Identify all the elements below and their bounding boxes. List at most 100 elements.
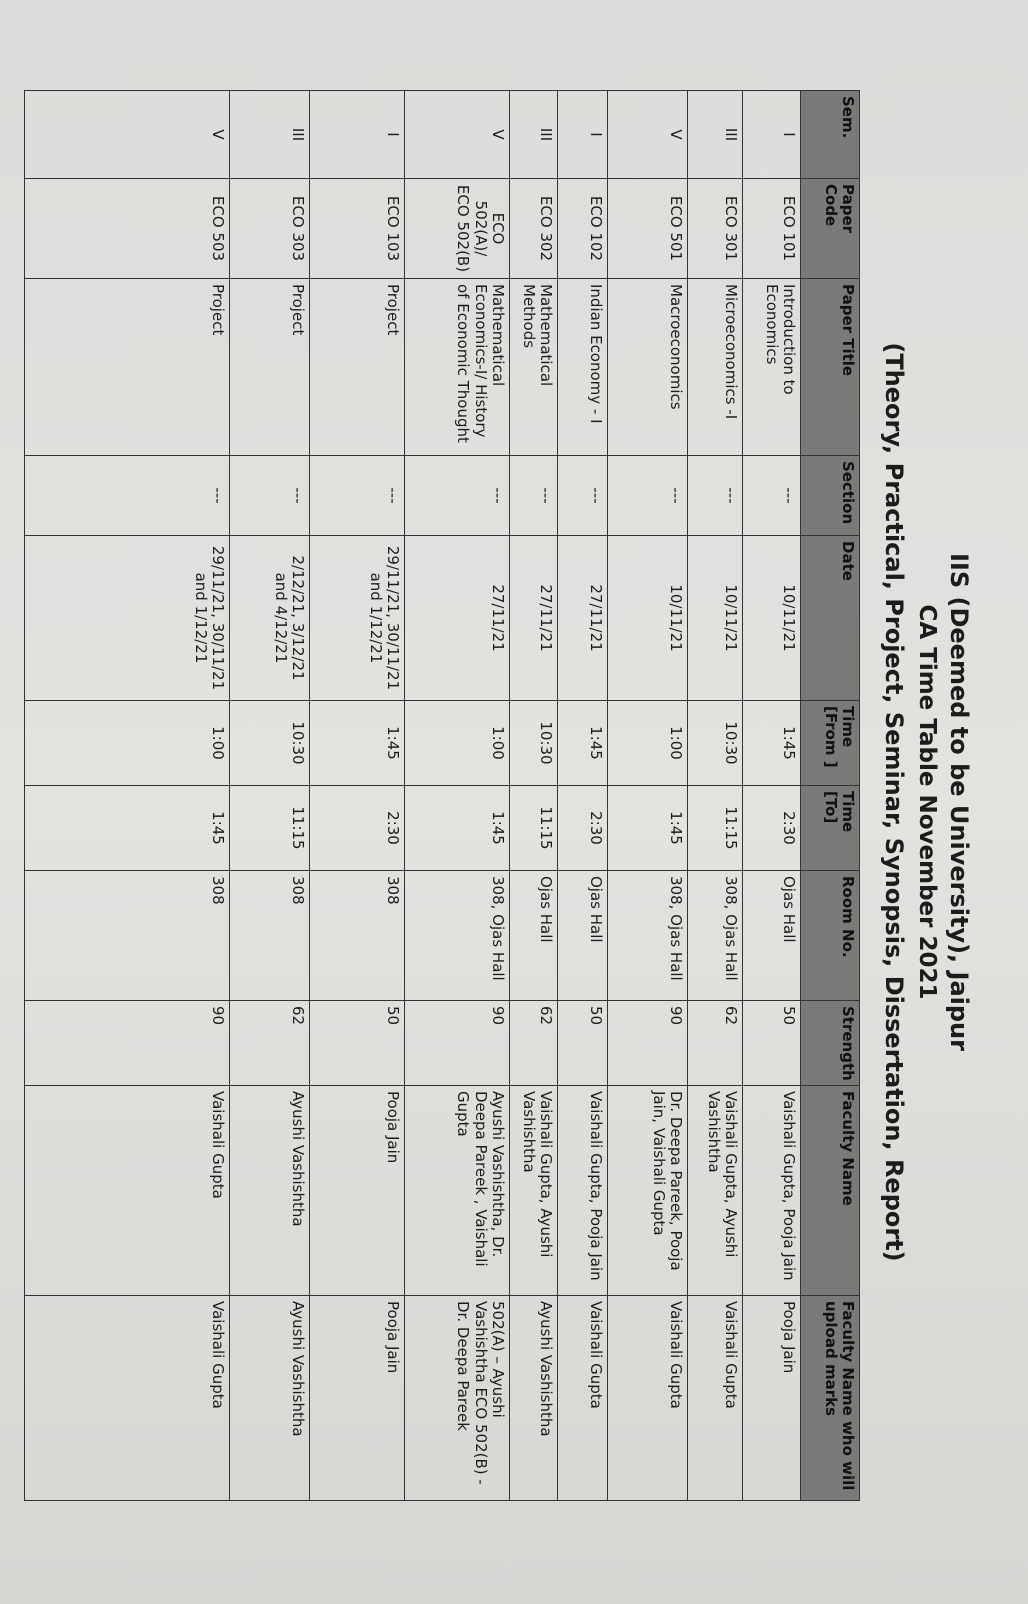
table-cell: 308, Ojas Hall bbox=[607, 870, 688, 1001]
table-cell: 90 bbox=[404, 1000, 510, 1086]
table-cell: 90 bbox=[24, 1000, 230, 1086]
table-cell: Vaishali Gupta, Ayushi Vashishtha bbox=[687, 1085, 743, 1296]
table-cell: V bbox=[24, 90, 230, 179]
table-cell: 1:45 bbox=[24, 785, 230, 871]
table-cell: Project bbox=[24, 278, 230, 456]
table-cell: ECO 303 bbox=[229, 178, 310, 279]
table-cell: 1:45 bbox=[309, 700, 405, 786]
table-cell: V bbox=[607, 90, 688, 179]
table-cell: III bbox=[229, 90, 310, 179]
table-cell: Ayushi Vashishtha bbox=[229, 1295, 310, 1501]
column-header: Strength bbox=[800, 1000, 860, 1086]
table-cell: 29/11/21, 30/11/21 and 1/12/21 bbox=[24, 535, 230, 701]
table-cell: Vaishali Gupta bbox=[24, 1295, 230, 1501]
table-cell: ECO 102 bbox=[557, 178, 608, 279]
column-header: Section bbox=[800, 455, 860, 536]
table-cell: 11:15 bbox=[229, 785, 310, 871]
table-cell: 2:30 bbox=[742, 785, 801, 871]
table-cell: 1:00 bbox=[24, 700, 230, 786]
table-cell: Macroeconomics bbox=[607, 278, 688, 456]
table-cell: 1:45 bbox=[404, 785, 510, 871]
table-cell: Ayushi Vashishtha, Dr. Deepa Pareek , Va… bbox=[404, 1085, 510, 1296]
table-cell: 10:30 bbox=[687, 700, 743, 786]
column-header: Time [From ] bbox=[800, 700, 860, 786]
table-cell: Mathematical Methods bbox=[509, 278, 558, 456]
table-cell: 10/11/21 bbox=[607, 535, 688, 701]
table-row: III ECO 303 Project --- 2/12/21, 3/12/21 and… bbox=[229, 90, 310, 1501]
table-cell: 1:45 bbox=[607, 785, 688, 871]
column-header: Paper Code bbox=[800, 178, 860, 279]
document-subtitle-2: (Theory, Practical, Project, Seminar, Sy… bbox=[880, 342, 908, 1262]
table-cell: Pooja Jain bbox=[309, 1295, 405, 1501]
table-cell: Microeconomics -I bbox=[687, 278, 743, 456]
table-row: V ECO 501 Macroeconomics --- 10/11/21 1:00 1:4… bbox=[607, 90, 688, 1501]
table-cell: Ojas Hall bbox=[742, 870, 801, 1001]
table-cell: Mathematical Economics-I/ History of Eco… bbox=[404, 278, 510, 456]
table-cell: Vaishali Gupta bbox=[557, 1295, 608, 1501]
table-cell: 50 bbox=[309, 1000, 405, 1086]
table-row: III ECO 302 Mathematical Methods --- 27/11/2… bbox=[509, 90, 558, 1501]
table-cell: 308 bbox=[309, 870, 405, 1001]
table-cell: III bbox=[687, 90, 743, 179]
document-subtitle: CA Time Table November 2021 bbox=[914, 604, 940, 1000]
table-row: I ECO 103 Project --- 29/11/21, 30/11/21 and… bbox=[309, 90, 405, 1501]
column-header: Paper Title bbox=[800, 278, 860, 456]
table-cell: Vaishali Gupta, Pooja Jain bbox=[742, 1085, 801, 1296]
table-row: I ECO 101 Introduction to Economics --- 10/1… bbox=[742, 90, 801, 1501]
table-cell: 1:45 bbox=[742, 700, 801, 786]
table-cell: Pooja Jain bbox=[309, 1085, 405, 1296]
table-cell: 62 bbox=[687, 1000, 743, 1086]
table-cell: Vaishali Gupta bbox=[687, 1295, 743, 1501]
table-cell: --- bbox=[309, 455, 405, 536]
table-cell: 90 bbox=[607, 1000, 688, 1086]
table-cell: 50 bbox=[557, 1000, 608, 1086]
table-cell: 29/11/21, 30/11/21 and 1/12/21 bbox=[309, 535, 405, 701]
table-cell: Vaishali Gupta bbox=[24, 1085, 230, 1296]
table-cell: --- bbox=[742, 455, 801, 536]
table-row: I ECO 102 Indian Economy - I --- 27/11/21 1:4… bbox=[557, 90, 608, 1501]
table-cell: Ayushi Vashishtha bbox=[229, 1085, 310, 1296]
table-cell: Dr. Deepa Pareek, Pooja Jain, Vaishali G… bbox=[607, 1085, 688, 1296]
table-cell: III bbox=[509, 90, 558, 179]
table-cell: 1:00 bbox=[404, 700, 510, 786]
table-cell: Pooja Jain bbox=[742, 1295, 801, 1501]
table-cell: --- bbox=[557, 455, 608, 536]
table-cell: 11:15 bbox=[687, 785, 743, 871]
table-cell: Project bbox=[229, 278, 310, 456]
table-cell: 2/12/21, 3/12/21 and 4/12/21 bbox=[229, 535, 310, 701]
table-cell: Vaishali Gupta bbox=[607, 1295, 688, 1501]
timetable: Sem. Paper Code Paper Title Section Date Time… bbox=[24, 90, 860, 1501]
table-cell: Project bbox=[309, 278, 405, 456]
table-cell: 502(A) – Ayushi Vashishtha ECO 502(B) - … bbox=[404, 1295, 510, 1501]
table-cell: I bbox=[557, 90, 608, 179]
table-cell: --- bbox=[404, 455, 510, 536]
table-cell: ECO 302 bbox=[509, 178, 558, 279]
table-cell: --- bbox=[24, 455, 230, 536]
table-row: V ECO 503 Project --- 29/11/21, 30/11/21 and… bbox=[24, 90, 230, 1501]
table-cell: ECO 301 bbox=[687, 178, 743, 279]
table-cell: ECO 103 bbox=[309, 178, 405, 279]
table-cell: ECO 101 bbox=[742, 178, 801, 279]
table-cell: 308 bbox=[229, 870, 310, 1001]
table-cell: 27/11/21 bbox=[404, 535, 510, 701]
table-cell: ECO 501 bbox=[607, 178, 688, 279]
table-cell: 2:30 bbox=[309, 785, 405, 871]
table-cell: 308, Ojas Hall bbox=[404, 870, 510, 1001]
table-cell: --- bbox=[607, 455, 688, 536]
table-cell: Indian Economy - I bbox=[557, 278, 608, 456]
table-cell: --- bbox=[687, 455, 743, 536]
table-cell: Vaishali Gupta, Ayushi Vashishtha bbox=[509, 1085, 558, 1296]
document-title: IIS (Deemed to be University), Jaipur bbox=[945, 553, 973, 1051]
table-header-row: Sem. Paper Code Paper Title Section Date Time… bbox=[800, 90, 860, 1501]
table-cell: I bbox=[309, 90, 405, 179]
table-cell: 10:30 bbox=[509, 700, 558, 786]
table-cell: 308 bbox=[24, 870, 230, 1001]
table-cell: 62 bbox=[509, 1000, 558, 1086]
table-cell: 10/11/21 bbox=[742, 535, 801, 701]
table-cell: 308, Ojas Hall bbox=[687, 870, 743, 1001]
table-cell: 1:00 bbox=[607, 700, 688, 786]
table-cell: 10:30 bbox=[229, 700, 310, 786]
column-header: Room No. bbox=[800, 870, 860, 1001]
table-row: V ECO 502(A)/ ECO 502(B) Mathematical Econ… bbox=[404, 90, 510, 1501]
